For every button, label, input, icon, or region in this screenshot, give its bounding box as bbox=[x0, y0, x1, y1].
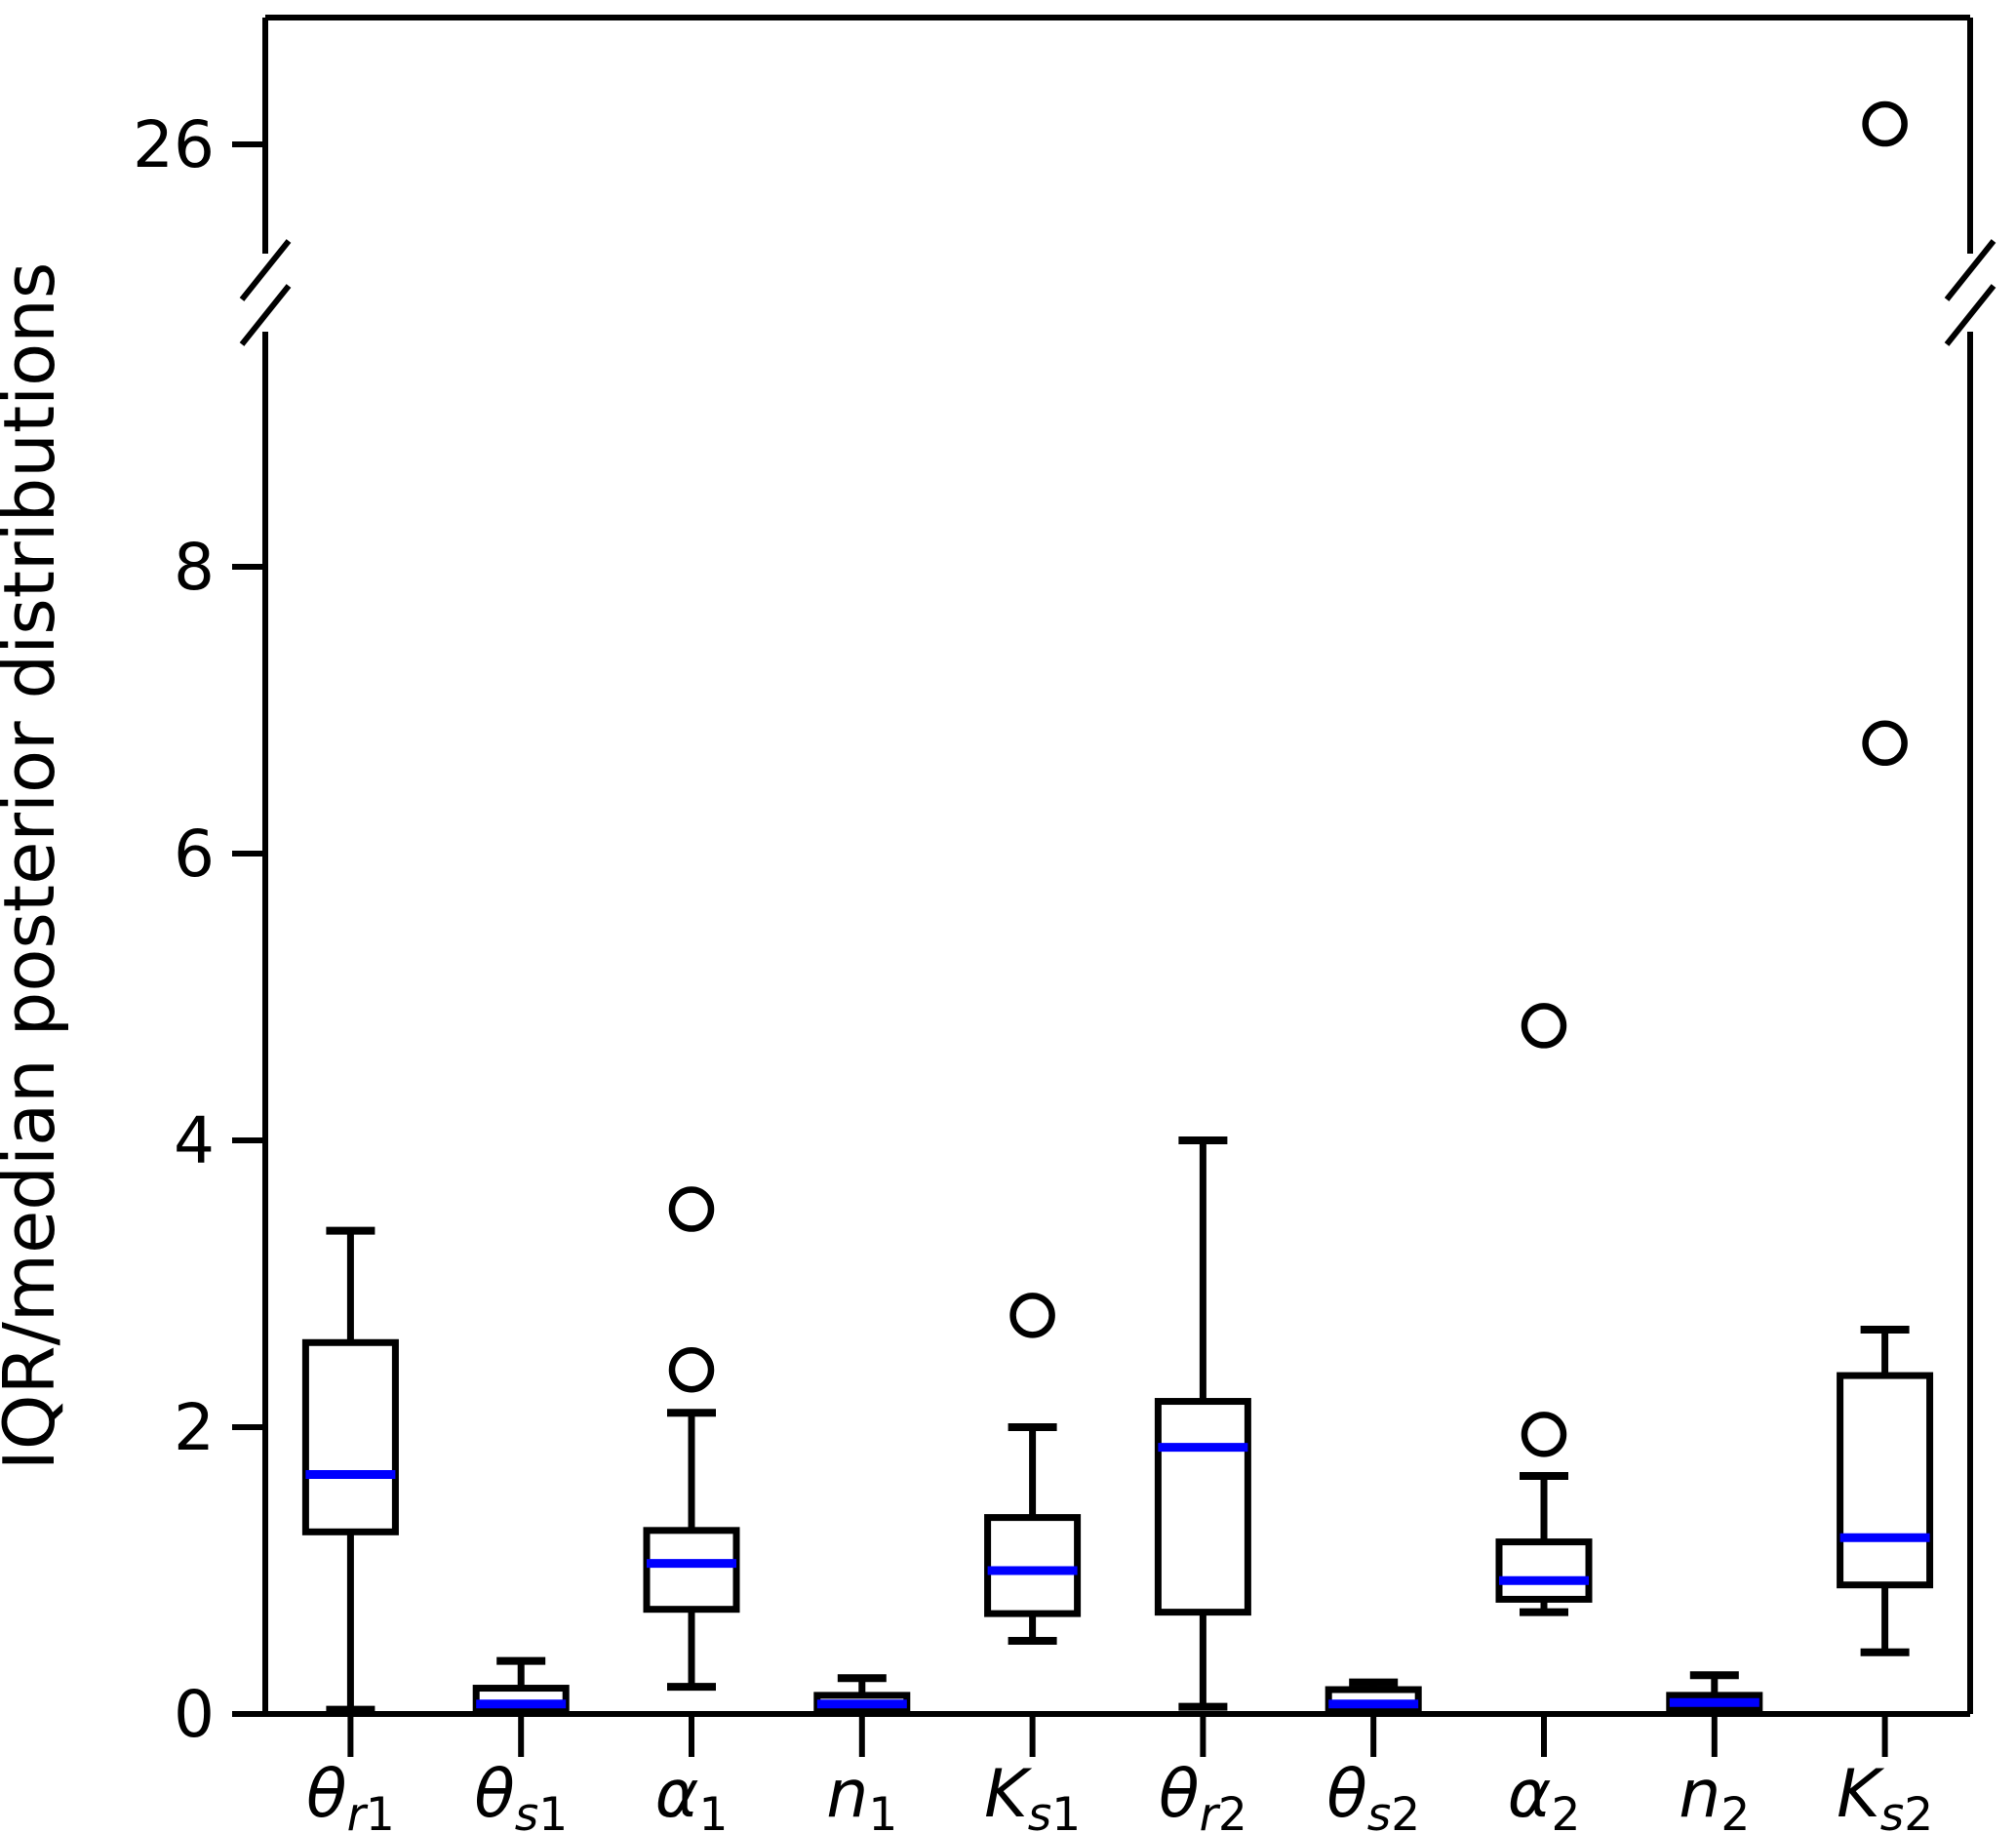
outlier-markers bbox=[668, 100, 1908, 1457]
outlier-α1-0 bbox=[668, 1346, 715, 1393]
y-tick-label-0: 0 bbox=[174, 1677, 215, 1752]
y-axis-label: IQR/median posterior distributions bbox=[0, 262, 70, 1471]
x-tick-label-Ks2: Ks2 bbox=[1837, 1756, 1933, 1833]
outlier-α2-0 bbox=[1521, 1412, 1567, 1457]
axes-spines bbox=[262, 15, 1973, 1717]
break-slash-2 bbox=[1944, 239, 1996, 301]
break-slash-1 bbox=[239, 284, 292, 346]
y-tick-label-6: 6 bbox=[174, 817, 215, 892]
x-tick-label-n1: n1 bbox=[826, 1756, 897, 1833]
box-α2 bbox=[1495, 1538, 1593, 1603]
y-axis-ticks: 0 2 4 6 8 26 bbox=[133, 107, 265, 1752]
y-tick-label-2: 2 bbox=[174, 1390, 215, 1465]
box-Ks1 bbox=[984, 1514, 1082, 1617]
outlier-Ks2-0 bbox=[1862, 720, 1908, 767]
box-whiskers bbox=[326, 1136, 1910, 1717]
plot-frame bbox=[262, 15, 1973, 1717]
break-slash-3 bbox=[1944, 284, 1996, 346]
x-tick-label-α2: α2 bbox=[1508, 1756, 1581, 1833]
outlier-α1-1 bbox=[668, 1186, 715, 1232]
x-tick-label-Ks1: Ks1 bbox=[984, 1756, 1081, 1833]
box-θr1 bbox=[301, 1338, 399, 1535]
box-medians bbox=[305, 1443, 1930, 1709]
y-tick-label-4: 4 bbox=[174, 1103, 215, 1178]
x-tick-label-α1: α1 bbox=[655, 1756, 729, 1833]
axis-break-marks bbox=[239, 239, 1996, 346]
outlier-α2-1 bbox=[1521, 1003, 1567, 1049]
x-tick-label-θr2: θr2 bbox=[1159, 1756, 1247, 1833]
box-α1 bbox=[643, 1527, 740, 1614]
outlier-Ks2-1 bbox=[1862, 100, 1908, 147]
x-axis-ticks: θr1 θs1 α1 n1 Ks1 θr2 θs2 α2 n2 Ks2 bbox=[306, 1714, 1933, 1833]
x-tick-label-θs1: θs1 bbox=[474, 1756, 568, 1833]
break-slash-0 bbox=[239, 239, 292, 301]
y-tick-label-8: 8 bbox=[174, 530, 215, 605]
outlier-Ks1-0 bbox=[1009, 1293, 1055, 1338]
box-θr2 bbox=[1154, 1398, 1251, 1616]
y-tick-label-26: 26 bbox=[133, 107, 215, 182]
x-tick-label-n2: n2 bbox=[1679, 1756, 1750, 1833]
x-tick-label-θs2: θs2 bbox=[1326, 1756, 1420, 1833]
box-bodies bbox=[301, 1338, 1934, 1715]
x-tick-label-θr1: θr1 bbox=[306, 1756, 395, 1833]
box-Ks2 bbox=[1837, 1372, 1934, 1589]
